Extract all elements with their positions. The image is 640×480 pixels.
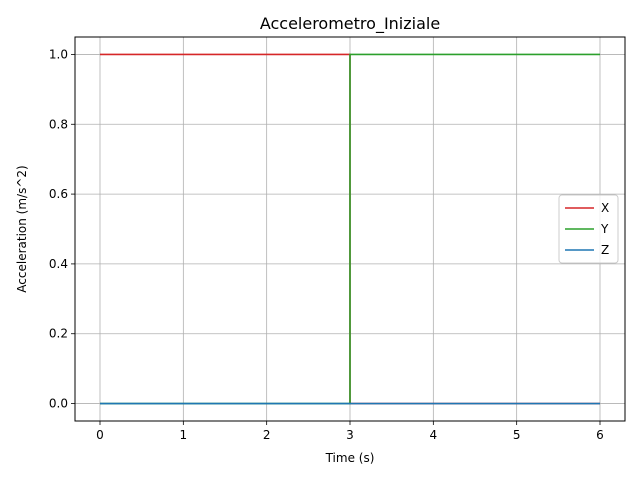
axis-ticks: 0 1 2 3 4 5 6 0.0 0.2 0.4 0.6 0.8 1.0: [49, 47, 604, 442]
x-tick-label: 1: [180, 428, 188, 442]
y-tick-label: 0.2: [49, 327, 68, 341]
y-tick-label: 0.6: [49, 187, 68, 201]
x-tick-label: 2: [263, 428, 271, 442]
series-lines: [100, 53, 600, 405]
legend-label-y: Y: [600, 222, 609, 236]
x-tick-label: 5: [513, 428, 521, 442]
legend-label-z: Z: [601, 243, 609, 257]
y-tick-label: 0.0: [49, 397, 68, 411]
y-tick-label: 0.4: [49, 257, 68, 271]
legend-label-x: X: [601, 201, 609, 215]
x-tick-label: 4: [430, 428, 438, 442]
y-tick-label: 0.8: [49, 117, 68, 131]
y-tick-label: 1.0: [49, 47, 68, 61]
y-axis-label: Acceleration (m/s^2): [15, 165, 29, 292]
x-tick-label: 3: [346, 428, 354, 442]
x-tick-label: 0: [96, 428, 104, 442]
x-axis-label: Time (s): [325, 451, 375, 465]
chart-title: Accelerometro_Iniziale: [260, 14, 440, 34]
x-tick-label: 6: [596, 428, 604, 442]
legend: XYZ: [558, 194, 619, 264]
